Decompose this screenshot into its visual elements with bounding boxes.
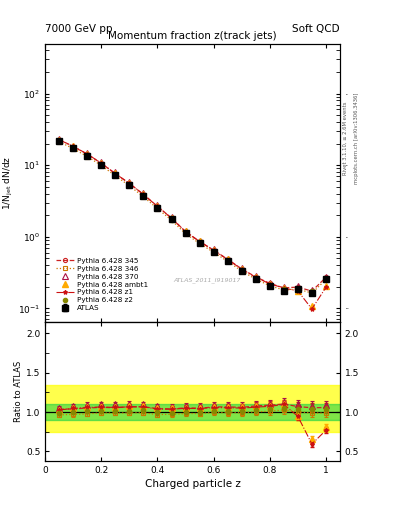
Text: Soft QCD: Soft QCD [292,24,340,34]
Legend: Pythia 6.428 345, Pythia 6.428 346, Pythia 6.428 370, Pythia 6.428 ambt1, Pythia: Pythia 6.428 345, Pythia 6.428 346, Pyth… [55,257,150,312]
Y-axis label: 1/N$_\mathregular{jet}$ dN/dz: 1/N$_\mathregular{jet}$ dN/dz [2,156,15,210]
Y-axis label: Ratio to ATLAS: Ratio to ATLAS [14,360,23,422]
Text: Rivet 3.1.10, ≥ 2.6M events: Rivet 3.1.10, ≥ 2.6M events [343,101,348,175]
Text: mcplots.cern.ch [arXiv:1306.3436]: mcplots.cern.ch [arXiv:1306.3436] [354,93,359,184]
Text: 7000 GeV pp: 7000 GeV pp [45,24,113,34]
X-axis label: Charged particle z: Charged particle z [145,479,241,489]
Text: ATLAS_2011_I919017: ATLAS_2011_I919017 [174,277,241,283]
Title: Momentum fraction z(track jets): Momentum fraction z(track jets) [108,31,277,41]
